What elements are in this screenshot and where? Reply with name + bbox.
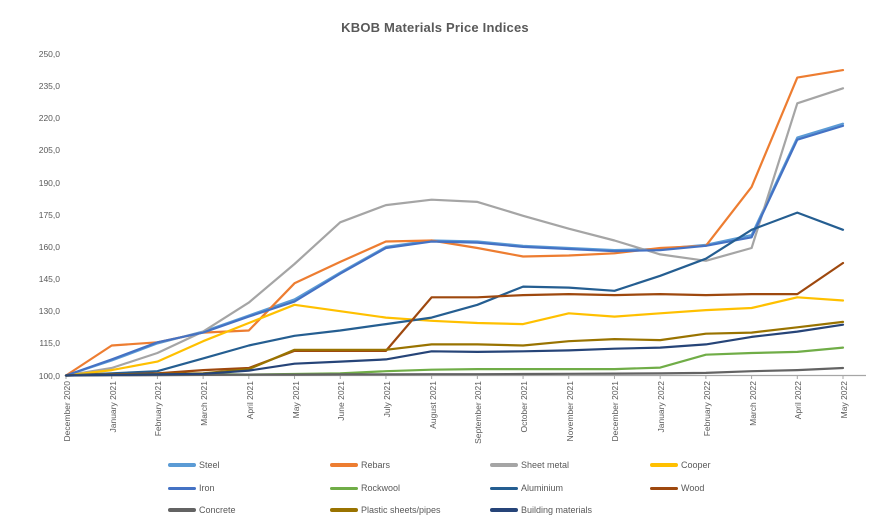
legend-line-swatch <box>168 463 196 467</box>
x-axis-label: October 2021 <box>519 381 530 433</box>
series-line-rebars <box>64 68 845 377</box>
y-axis-label: 220,0 <box>38 113 60 124</box>
legend-line-swatch <box>330 463 358 467</box>
legend-item-rockwool: Rockwool <box>330 483 400 495</box>
chart-title: KBOB Materials Price Indices <box>341 20 529 35</box>
legend-label: Steel <box>199 459 220 470</box>
y-axis-label: 160,0 <box>38 241 60 252</box>
x-axis-label: August 2021 <box>427 381 438 429</box>
x-axis-label: February 2022 <box>701 381 712 437</box>
x-axis-label: April 2022 <box>793 381 804 420</box>
legend-line-swatch <box>168 486 196 491</box>
y-axis-label: 250,0 <box>38 49 60 59</box>
legend-item-concrete: Concrete <box>168 504 236 516</box>
y-axis-label: 205,0 <box>38 145 60 156</box>
series-line-plastic-sheets-pipes <box>64 320 845 377</box>
legend-item-steel: Steel <box>168 459 220 471</box>
x-axis-label: December 2020 <box>62 381 72 442</box>
x-axis-label: April 2021 <box>244 381 255 420</box>
legend-item-wood: Wood <box>650 483 704 495</box>
legend-label: Rockwool <box>361 483 401 493</box>
y-axis-label: 145,0 <box>38 274 60 285</box>
x-axis-label: February 2021 <box>153 381 164 437</box>
legend-line-swatch <box>330 486 358 491</box>
y-axis-label: 235,0 <box>38 81 60 92</box>
legend-item-plastic-sheets-pipes: Plastic sheets/pipes <box>330 504 441 516</box>
x-axis-label: July 2021 <box>381 381 392 418</box>
y-axis-label: 130,0 <box>38 306 60 317</box>
legend-line-swatch <box>650 486 678 491</box>
legend-line-swatch <box>330 508 358 512</box>
legend-item-rebars: Rebars <box>330 459 390 471</box>
x-axis-label: January 2021 <box>107 381 118 433</box>
x-axis-label: June 2021 <box>336 381 347 421</box>
y-axis-label: 100,0 <box>38 370 60 381</box>
series-line-building-materials <box>64 323 845 377</box>
y-axis-label: 190,0 <box>38 177 60 188</box>
legend-label: Aluminium <box>521 483 564 493</box>
legend-line-swatch <box>490 508 518 512</box>
series-line-wood <box>64 261 845 377</box>
x-axis-label: September 2021 <box>473 381 484 444</box>
y-axis-label: 175,0 <box>38 209 60 220</box>
x-axis-label: March 2022 <box>747 381 758 426</box>
y-axis-label: 115,0 <box>39 338 60 349</box>
x-axis-label: March 2021 <box>199 381 210 426</box>
series-line-iron <box>64 124 845 377</box>
x-axis-label: December 2021 <box>610 381 621 442</box>
legend-label: Building materials <box>521 504 593 515</box>
x-axis-label: November 2021 <box>564 381 575 442</box>
x-axis-label: May 2022 <box>839 381 849 419</box>
x-axis-label: May 2021 <box>290 381 301 419</box>
legend-label: Iron <box>199 483 215 493</box>
legend-line-swatch <box>490 463 518 467</box>
legend-item-aluminium: Aluminium <box>490 483 563 495</box>
legend-label: Cooper <box>681 459 711 470</box>
legend-item-cooper: Cooper <box>650 459 711 471</box>
legend-item-building-materials: Building materials <box>490 504 592 516</box>
legend-label: Sheet metal <box>521 459 570 470</box>
legend-label: Concrete <box>199 504 236 515</box>
legend-line-swatch <box>490 486 518 491</box>
legend-line-swatch <box>650 463 678 467</box>
legend-line-swatch <box>168 508 196 512</box>
x-axis-label: January 2022 <box>656 381 667 433</box>
legend-label: Wood <box>681 483 705 493</box>
series-line-cooper <box>64 296 845 377</box>
legend-item-iron: Iron <box>168 483 215 495</box>
legend-label: Plastic sheets/pipes <box>361 504 441 515</box>
legend-label: Rebars <box>361 459 391 470</box>
series-line-aluminium <box>64 211 845 377</box>
legend-item-sheet-metal: Sheet metal <box>490 459 569 471</box>
